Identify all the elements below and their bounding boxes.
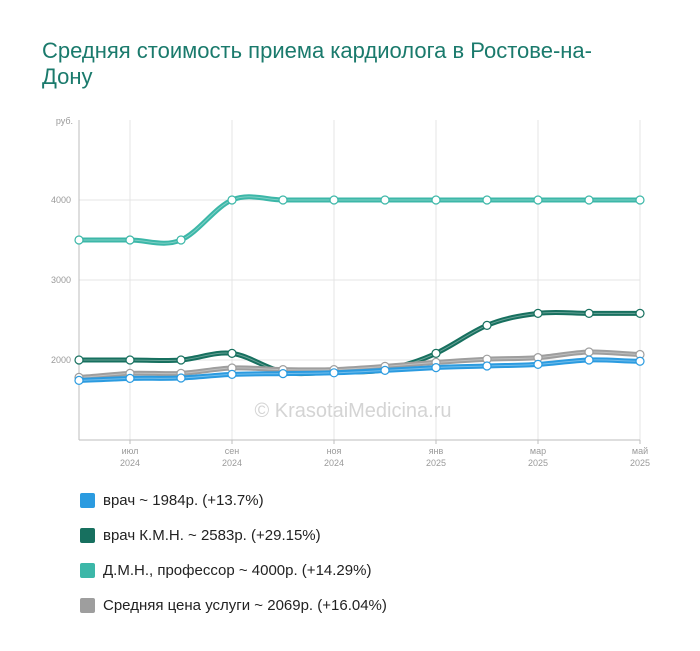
- data-point-dmn: [278, 195, 288, 205]
- data-point-dmn: [176, 235, 186, 245]
- axis-layer: руб. 2000 3000 4000 июл 2024 сен 2024 ноя 2024 янв…: [51, 116, 650, 468]
- data-point-dmn: [635, 195, 645, 205]
- data-point-vrach: [533, 359, 543, 369]
- watermark: © KrasotaiMedicina.ru: [254, 400, 451, 422]
- data-point-vrach: [380, 365, 390, 375]
- legend-item-kmn[interactable]: врач К.М.Н. ~ 2583р. (+29.15%): [80, 523, 387, 547]
- data-point-dmn: [380, 195, 390, 205]
- series-line-highlight-dmn: [79, 196, 640, 244]
- legend-label-avg: Средняя цена услуги ~ 2069р. (+16.04%): [103, 596, 387, 614]
- data-point-kmn: [635, 308, 645, 318]
- legend-swatch-kmn: [80, 527, 95, 543]
- data-point-dmn: [482, 195, 492, 205]
- legend-label-vrach: врач ~ 1984р. (+13.7%): [103, 491, 264, 509]
- legend-swatch-dmn: [80, 562, 95, 578]
- data-point-dmn: [431, 195, 441, 205]
- x-tick-label: мар: [530, 446, 546, 456]
- data-point-vrach: [431, 363, 441, 373]
- x-tick-label: ноя: [327, 446, 342, 456]
- x-tick-year: 2025: [426, 458, 446, 468]
- data-point-vrach: [227, 369, 237, 379]
- x-tick-label: сен: [225, 446, 240, 456]
- legend-swatch-avg: [80, 597, 95, 613]
- series-vrach: [74, 355, 645, 385]
- data-point-dmn: [329, 195, 339, 205]
- x-tick-label: июл: [122, 446, 139, 456]
- x-tick-year: 2025: [528, 458, 548, 468]
- y-tick-label: 2000: [51, 355, 71, 365]
- data-point-kmn: [431, 348, 441, 358]
- legend-item-vrach[interactable]: врач ~ 1984р. (+13.7%): [80, 488, 387, 512]
- grid-layer: [79, 120, 641, 440]
- data-point-vrach: [329, 368, 339, 378]
- x-tick-label: янв: [429, 446, 444, 456]
- data-point-dmn: [125, 235, 135, 245]
- data-point-kmn: [227, 348, 237, 358]
- data-point-kmn: [533, 308, 543, 318]
- data-point-kmn: [176, 355, 186, 365]
- data-point-dmn: [533, 195, 543, 205]
- data-point-kmn: [125, 355, 135, 365]
- data-point-vrach: [278, 369, 288, 379]
- data-point-kmn: [584, 308, 594, 318]
- legend-item-dmn[interactable]: Д.М.Н., профессор ~ 4000р. (+14.29%): [80, 558, 387, 582]
- data-point-dmn: [74, 235, 84, 245]
- legend-swatch-vrach: [80, 492, 95, 508]
- data-point-vrach: [176, 373, 186, 383]
- data-point-dmn: [227, 195, 237, 205]
- legend-item-avg[interactable]: Средняя цена услуги ~ 2069р. (+16.04%): [80, 593, 387, 617]
- line-chart: © KrasotaiMedicina.ru руб. 2000 3000 4000 ию…: [51, 116, 650, 468]
- data-point-vrach: [125, 373, 135, 383]
- data-point-kmn: [482, 320, 492, 330]
- legend-label-dmn: Д.М.Н., профессор ~ 4000р. (+14.29%): [103, 561, 372, 579]
- series-line-dmn: [76, 194, 643, 246]
- chart-title: Средняя стоимость приема кардиолога в Ро…: [42, 38, 592, 89]
- x-tick-year: 2024: [222, 458, 242, 468]
- data-point-dmn: [584, 195, 594, 205]
- data-point-vrach: [584, 355, 594, 365]
- y-tick-label: 3000: [51, 275, 71, 285]
- data-point-avg: [584, 347, 594, 357]
- y-tick-label: 4000: [51, 195, 71, 205]
- x-tick-label: май: [632, 446, 648, 456]
- x-tick-year: 2024: [324, 458, 344, 468]
- data-point-vrach: [482, 361, 492, 371]
- legend: врач ~ 1984р. (+13.7%) врач К.М.Н. ~ 258…: [80, 488, 387, 628]
- series-dmn: [74, 194, 645, 246]
- data-point-vrach: [74, 375, 84, 385]
- y-axis-label: руб.: [56, 116, 73, 126]
- x-tick-year: 2025: [630, 458, 650, 468]
- data-point-kmn: [74, 355, 84, 365]
- series-layer: [74, 194, 645, 385]
- x-tick-year: 2024: [120, 458, 140, 468]
- legend-label-kmn: врач К.М.Н. ~ 2583р. (+29.15%): [103, 526, 321, 544]
- data-point-vrach: [635, 356, 645, 366]
